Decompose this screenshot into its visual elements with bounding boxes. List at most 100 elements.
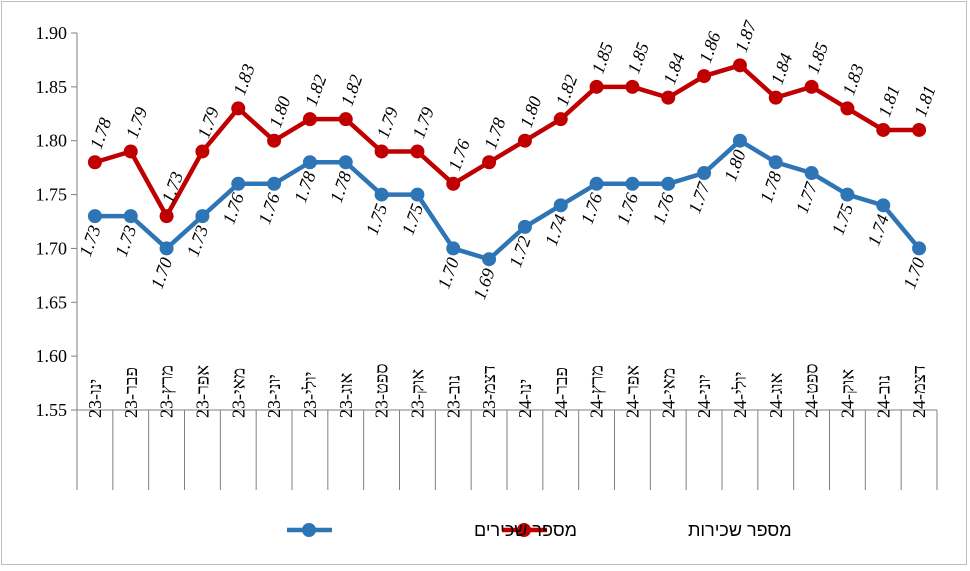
series-lines <box>87 58 927 267</box>
data-label: 1.83 <box>838 61 868 97</box>
x-tick-label: ספט-24 <box>802 363 822 418</box>
data-point <box>804 79 819 94</box>
x-tick-label: מרץ-24 <box>587 365 607 418</box>
data-point <box>374 144 389 159</box>
data-point <box>840 187 855 202</box>
data-point <box>768 155 783 170</box>
data-point <box>195 144 210 159</box>
data-label: 1.78 <box>756 169 786 205</box>
data-label: 1.78 <box>86 115 116 151</box>
data-point <box>123 209 138 224</box>
data-label: 1.80 <box>265 94 295 130</box>
x-tick-label: יולי-24 <box>730 372 750 418</box>
data-point <box>231 176 246 191</box>
x-tick-label: אפר-23 <box>192 365 212 418</box>
data-label: 1.74 <box>541 212 571 248</box>
data-label: 1.76 <box>254 190 284 226</box>
data-label: 1.73 <box>111 223 141 259</box>
data-label: 1.78 <box>480 115 510 151</box>
legend-swatch-marker <box>302 523 316 537</box>
data-label: 1.85 <box>588 40 618 76</box>
x-tick-label: ינו-23 <box>85 379 105 418</box>
data-point <box>732 58 747 73</box>
data-label: 1.73 <box>158 169 188 205</box>
data-label: 1.78 <box>326 169 356 205</box>
y-tick-label: 1.85 <box>36 77 68 97</box>
x-tick-label: ינו-24 <box>515 379 535 418</box>
y-tick-label: 1.90 <box>36 23 68 43</box>
data-label: 1.75 <box>362 201 392 237</box>
x-tick-label: נוב-23 <box>443 375 463 418</box>
data-point <box>302 155 317 170</box>
data-point <box>446 241 461 256</box>
data-label: 1.79 <box>122 104 152 140</box>
data-point <box>267 133 282 148</box>
x-tick-label: יוני-24 <box>694 374 714 418</box>
x-tick-label: מאי-23 <box>228 368 248 418</box>
x-tick-label: נוב-24 <box>873 375 893 418</box>
data-point <box>840 101 855 116</box>
data-label: 1.70 <box>433 255 463 291</box>
data-point <box>912 122 927 137</box>
data-point <box>697 69 712 84</box>
data-label: 1.78 <box>290 169 320 205</box>
legend-label: מספר שכירים <box>474 520 577 540</box>
data-point <box>195 209 210 224</box>
data-point <box>482 252 497 267</box>
x-tick-label: מרץ-23 <box>157 365 177 418</box>
y-tick-label: 1.55 <box>36 400 68 420</box>
data-point <box>553 112 568 127</box>
x-tick-label: יולי-23 <box>300 372 320 418</box>
x-tick-label: ספט-23 <box>372 363 392 418</box>
data-point <box>231 101 246 116</box>
data-label: 1.76 <box>613 190 643 226</box>
data-point <box>410 144 425 159</box>
data-label: 1.84 <box>659 51 689 87</box>
data-label: 1.82 <box>337 72 367 108</box>
x-tick-label: אפר-24 <box>622 365 642 418</box>
x-tick-label: אוג-24 <box>766 372 786 418</box>
x-tick-label: פבר-24 <box>551 367 571 418</box>
data-label: 1.83 <box>229 61 259 97</box>
data-label: 1.75 <box>398 201 428 237</box>
data-label: 1.77 <box>792 179 822 216</box>
data-label: 1.76 <box>444 137 474 173</box>
data-point <box>410 187 425 202</box>
data-label: 1.77 <box>684 179 714 216</box>
data-label: 1.76 <box>648 190 678 226</box>
data-point <box>87 155 102 170</box>
data-point <box>87 209 102 224</box>
data-point <box>661 90 676 105</box>
data-point <box>482 155 497 170</box>
series-line <box>94 63 920 219</box>
y-tick-label: 1.75 <box>36 185 68 205</box>
data-point <box>517 219 532 234</box>
data-label: 1.79 <box>408 104 438 140</box>
x-tick-label: אוג-23 <box>336 372 356 418</box>
data-point <box>804 166 819 181</box>
legend-label: מספר שכירות <box>688 520 792 540</box>
y-tick-label: 1.60 <box>36 346 68 366</box>
data-point <box>697 166 712 181</box>
data-labels: 1.78 1.791.731.791.831.801.82 1.821.79 1.79… <box>75 17 940 302</box>
data-point <box>302 112 317 127</box>
data-label: 1.82 <box>301 72 331 108</box>
data-label: 1.86 <box>695 29 725 65</box>
data-point <box>374 187 389 202</box>
data-point <box>589 176 604 191</box>
data-label: 1.76 <box>577 190 607 226</box>
x-tick-label: דצמ-24 <box>909 365 929 418</box>
data-point <box>123 144 138 159</box>
data-point <box>159 209 174 224</box>
data-label: 1.87 <box>731 17 761 54</box>
data-label: 1.70 <box>147 255 177 291</box>
data-label: 1.70 <box>899 255 929 291</box>
legend: מספר שכירות מספר שכירים <box>287 520 792 540</box>
data-point <box>661 176 676 191</box>
x-tick-label: יוני-23 <box>264 374 284 418</box>
data-point <box>732 133 747 148</box>
y-tick-label: 1.80 <box>36 131 68 151</box>
data-label: 1.84 <box>767 51 797 87</box>
